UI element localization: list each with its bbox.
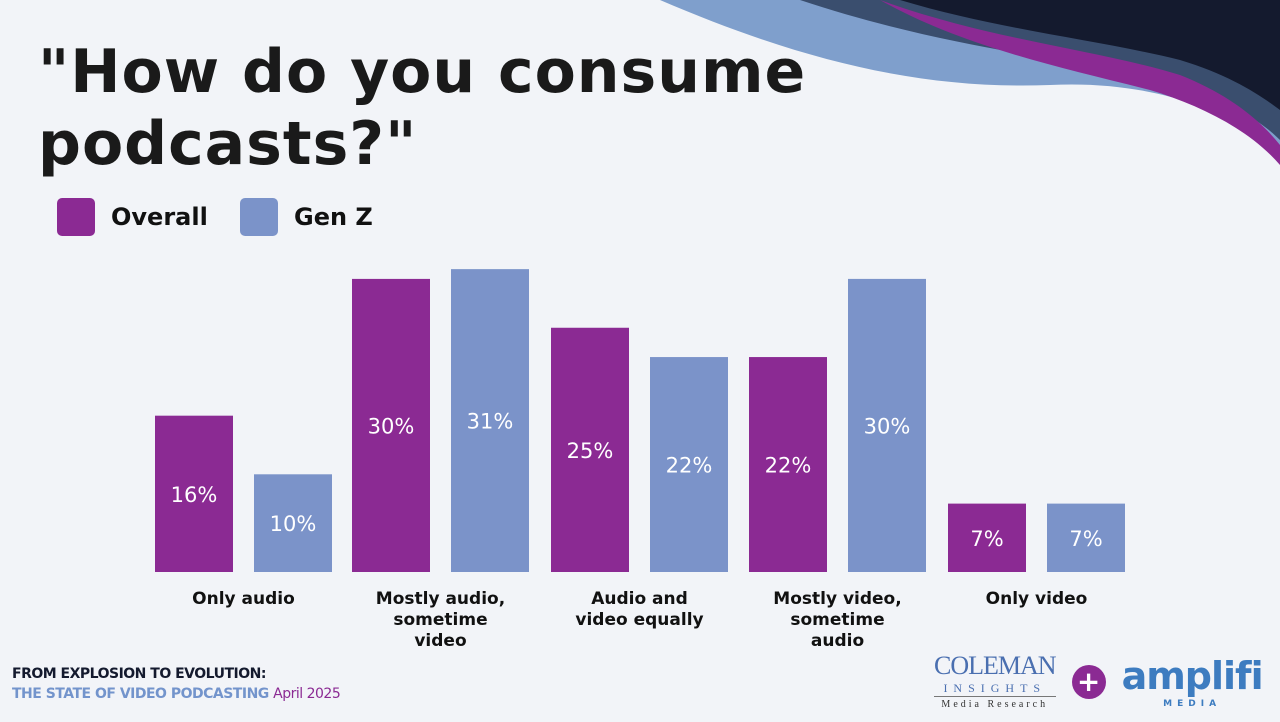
category-label: video equally [575,610,703,630]
bar-overall [948,503,1026,572]
category-label: sometime [790,610,884,630]
category-label: video [414,631,466,651]
data-label: 25% [567,439,614,463]
bar-genz [1047,503,1125,572]
category-label: Only audio [192,589,295,609]
legend-label-genz: Gen Z [294,203,373,231]
data-label: 16% [171,483,218,507]
bar-overall [551,327,629,572]
logo-text: COLEMAN [934,651,1057,680]
footer-line-2: THE STATE OF VIDEO PODCASTING [12,686,269,702]
bar-overall [749,357,827,572]
logo-text: amplifi [1121,654,1264,698]
bar-genz [254,474,332,572]
bar-genz [650,357,728,572]
data-label: 7% [970,527,1003,551]
legend-label-overall: Overall [111,203,208,231]
legend-item-genz: Gen Z [240,198,373,236]
coleman-insights-logo: COLEMAN INSIGHTS Media Research [934,651,1057,712]
category-label: Mostly audio, [376,589,505,609]
legend-swatch-overall [57,198,95,236]
data-label: 30% [864,414,911,438]
data-label: 7% [1069,527,1102,551]
category-label: Mostly video, [773,589,901,609]
data-label: 10% [270,512,317,536]
legend-item-overall: Overall [57,198,208,236]
data-label: 30% [368,414,415,438]
bar-overall [155,415,233,572]
bar-genz [451,269,529,572]
footer-line-1: FROM EXPLOSION TO EVOLUTION: [12,666,266,682]
logo-text: Media Research [941,699,1049,710]
category-label: audio [811,631,864,651]
bar-overall [352,278,430,572]
logo-text: INSIGHTS [934,680,1056,697]
amplifi-media-logo: amplifi MEDIA [1121,654,1264,710]
footer-title: FROM EXPLOSION TO EVOLUTION: THE STATE O… [12,664,341,704]
footer-date: April 2025 [273,686,341,702]
plus-icon: + [1071,665,1106,699]
logos: COLEMAN INSIGHTS Media Research + amplif… [934,651,1264,712]
category-label: Only video [986,589,1088,609]
data-label: 22% [765,454,812,478]
data-label: 31% [467,410,514,434]
logo-text: MEDIA [1163,699,1222,709]
legend-swatch-genz [240,198,278,236]
page-title: "How do you consume podcasts?" [38,37,807,179]
category-label: Audio and [591,589,688,609]
category-label: sometime [393,610,487,630]
bar-genz [848,278,926,572]
data-label: 22% [666,454,713,478]
